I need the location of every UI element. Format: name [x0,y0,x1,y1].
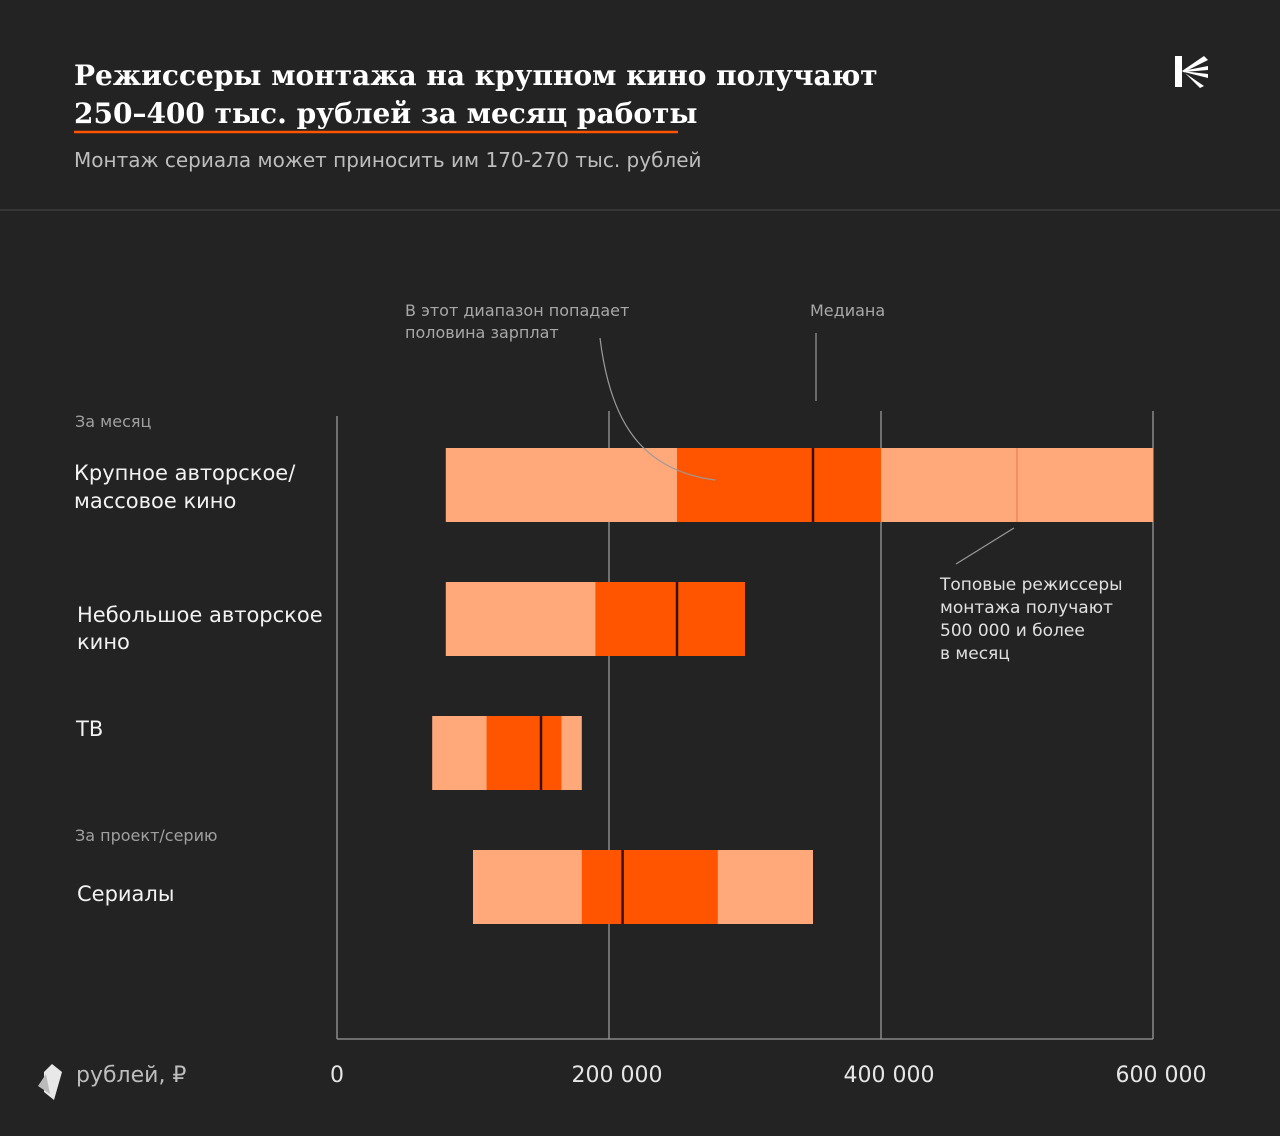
x-axis-label: рублей, ₽ [76,1063,186,1088]
title-line-1: Режиссеры монтажа на крупном кино получа… [74,59,878,92]
x-tick-labels: 0 200 000 400 000 600 000 [330,1063,1206,1088]
x-tick-label: 400 000 [844,1063,935,1088]
subtitle: Монтаж сериала может приносить им 170-27… [74,148,702,172]
range-inner-segment [581,850,718,924]
annotation-top-pointer [955,527,1015,565]
category-label: кино [77,630,130,654]
watermark-icon [38,1064,62,1100]
annotation-range-line-1: В этот диапазон попадает [405,301,629,320]
annotation-range: В этот диапазон попадает половина зарпла… [405,301,716,481]
annotation-top-line-3: 500 000 и более [940,621,1085,641]
category-labels: Крупное авторское/массовое кино Небольшое… [74,461,323,906]
annotation-range-line-2: половина зарплат [405,323,559,342]
annotation-range-pointer [599,337,716,481]
group-label-month: За месяц [75,412,151,431]
annotation-median: Медиана [810,301,885,401]
range-bar [445,582,745,656]
range-inner-segment [595,582,745,656]
group-label-project: За проект/серию [75,826,217,845]
annotation-top-line-2: монтажа получают [940,598,1113,618]
bars [432,448,1153,924]
range-bar [473,850,813,924]
category-label: Крупное авторское/ [74,461,296,485]
category-label: ТВ [75,717,103,741]
annotation-top-line-4: в месяц [940,644,1010,664]
x-tick-label: 0 [330,1063,344,1088]
logo-icon [1175,56,1208,88]
annotation-top: Топовые режиссеры монтажа получают 500 0… [939,527,1123,664]
range-inner-segment [486,716,562,790]
x-tick-label: 600 000 [1116,1063,1207,1088]
range-bar [432,716,582,790]
x-tick-label: 200 000 [572,1063,663,1088]
range-bar [445,448,1153,522]
category-label: Сериалы [77,882,174,906]
category-label: массовое кино [74,489,236,513]
range-inner-segment [677,448,881,522]
annotation-top-line-1: Топовые режиссеры [939,575,1123,595]
annotation-median-label: Медиана [810,301,885,320]
category-label: Небольшое авторское [77,603,323,627]
title-line-2: 250–400 тыс. рублей за месяц работы [74,97,697,130]
